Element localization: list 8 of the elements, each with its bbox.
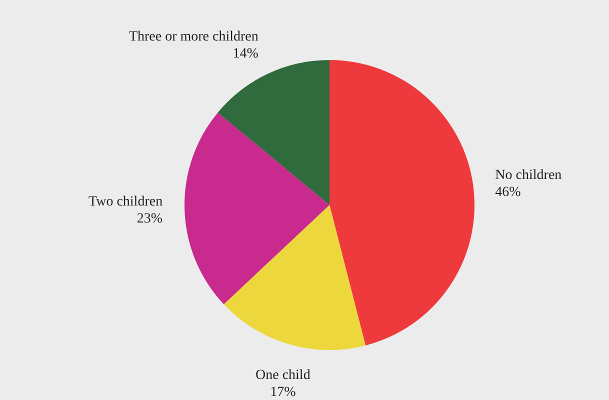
- slice-label: Two children: [88, 194, 163, 210]
- slice-label: Three or more children: [128, 30, 258, 45]
- data-label: 17%: [270, 385, 296, 400]
- slice-label: One child: [255, 368, 310, 384]
- data-label: 14%: [232, 46, 259, 62]
- slice-label: No children: [495, 168, 562, 184]
- data-label: 46%: [495, 185, 522, 200]
- data-label: 23%: [136, 211, 163, 226]
